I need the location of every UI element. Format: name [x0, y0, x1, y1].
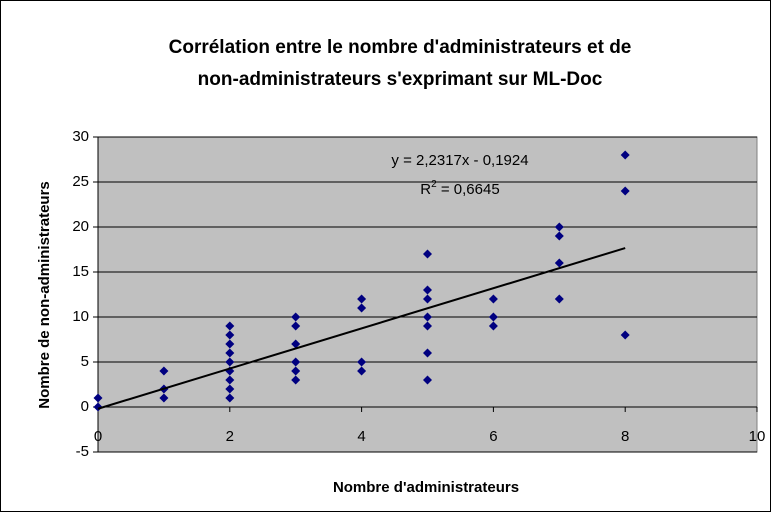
trendline-r2: R2 = 0,6645: [420, 179, 499, 198]
r2-part: R: [420, 181, 431, 198]
data-point: [423, 312, 432, 322]
data-point: [423, 321, 432, 331]
y-tick-label: 25: [72, 173, 89, 190]
data-point: [488, 321, 498, 331]
y-tick-label: 15: [72, 263, 89, 280]
data-point: [93, 402, 103, 412]
y-tick-label: 20: [72, 218, 89, 235]
data-point: [225, 384, 235, 394]
data-point: [225, 348, 235, 358]
data-point: [488, 312, 498, 322]
data-point: [357, 357, 367, 367]
y-tick-label: 0: [81, 398, 89, 415]
data-point: [357, 303, 367, 313]
chart-title-line: Corrélation entre le nombre d'administra…: [169, 37, 632, 58]
data-point: [620, 330, 630, 340]
data-point: [225, 393, 235, 403]
data-point: [291, 321, 301, 331]
y-tick-label: 10: [72, 308, 89, 325]
data-point: [225, 375, 235, 385]
chart-title-line: non-administrateurs s'exprimant sur ML-D…: [198, 69, 603, 90]
data-point: [225, 357, 235, 367]
data-point: [225, 339, 235, 349]
data-point: [291, 375, 301, 385]
y-tick-label: -5: [76, 443, 89, 460]
x-tick-label: 6: [489, 428, 497, 445]
trendline: [97, 247, 626, 410]
trendline-equation: y = 2,2317x - 0,1924: [391, 152, 528, 169]
data-point: [291, 339, 301, 349]
data-point: [423, 249, 432, 259]
data-point: [423, 285, 432, 295]
y-axis-title: Nombre de non-administrateurs: [36, 181, 53, 409]
data-point: [291, 312, 301, 322]
data-point: [554, 294, 564, 304]
data-point: [620, 150, 630, 160]
data-point: [93, 393, 103, 403]
data-point: [554, 222, 564, 232]
data-point: [554, 258, 564, 268]
data-point: [554, 231, 564, 241]
data-point: [620, 186, 630, 196]
data-point: [423, 348, 432, 358]
data-point: [423, 375, 432, 385]
data-point: [488, 294, 498, 304]
x-tick-label: 4: [357, 428, 365, 445]
x-tick-label: 2: [226, 428, 234, 445]
y-tick-label: 5: [81, 353, 89, 370]
data-point: [225, 321, 235, 331]
x-tick-label: 0: [94, 428, 102, 445]
x-tick-label: 10: [749, 428, 766, 445]
data-point: [291, 366, 301, 376]
r2-part: 2: [431, 179, 437, 190]
x-axis-title: Nombre d'administrateurs: [333, 479, 519, 496]
x-tick-label: 8: [621, 428, 629, 445]
data-point: [423, 294, 432, 304]
data-point: [291, 357, 301, 367]
y-tick-label: 30: [72, 128, 89, 145]
data-point: [357, 294, 367, 304]
data-point: [159, 366, 169, 376]
data-point: [357, 366, 367, 376]
r2-part: = 0,6645: [437, 181, 500, 198]
data-point: [159, 393, 169, 403]
data-point: [225, 330, 235, 340]
